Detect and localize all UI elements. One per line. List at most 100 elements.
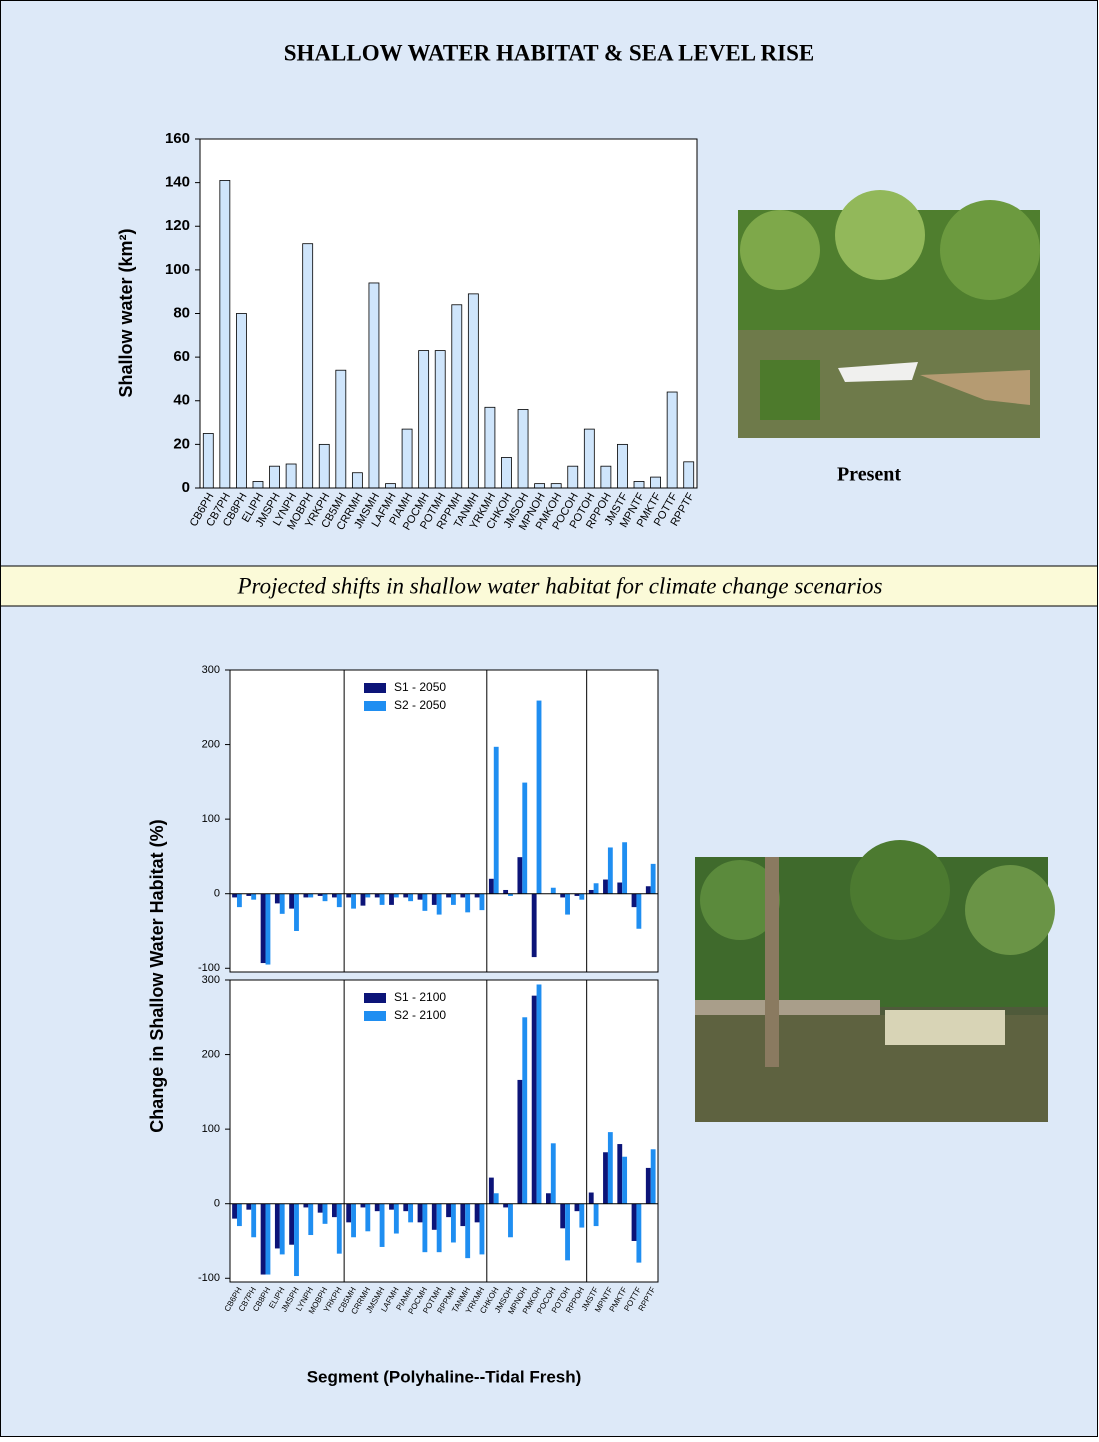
bar	[303, 1203, 309, 1208]
bar	[265, 893, 271, 965]
bar	[465, 1203, 471, 1259]
bar	[332, 893, 337, 898]
bar	[650, 1149, 656, 1204]
x-axis-title: Segment (Polyhaline--Tidal Fresh)	[307, 1367, 582, 1386]
bar	[603, 1152, 608, 1204]
bar	[379, 1203, 385, 1247]
bar	[479, 1203, 485, 1255]
legend-swatch	[364, 701, 386, 711]
bar	[579, 893, 585, 900]
bar	[269, 465, 280, 489]
bar	[418, 350, 430, 489]
bar	[374, 1203, 380, 1212]
bar	[617, 1144, 623, 1204]
bar	[274, 1203, 280, 1249]
bar	[488, 1177, 494, 1204]
y-axis-title: Change in Shallow Water Habitat (%)	[147, 819, 167, 1132]
bar	[517, 409, 529, 489]
bar	[251, 893, 257, 900]
y-axis-title: Shallow water (km²)	[116, 228, 136, 397]
bar	[508, 893, 513, 896]
bar	[302, 243, 314, 489]
bar	[645, 886, 651, 894]
bar	[503, 889, 509, 894]
bar	[493, 1193, 499, 1204]
bar	[308, 1203, 314, 1236]
bar	[666, 391, 678, 489]
bar	[393, 1203, 399, 1234]
y-tick-label: 40	[173, 392, 190, 409]
y-tick-label: 300	[202, 974, 220, 986]
bar	[588, 1192, 594, 1204]
bar	[508, 1203, 513, 1238]
bar	[588, 889, 594, 894]
plot-frame	[229, 669, 659, 973]
bar	[332, 1203, 337, 1218]
bar	[308, 893, 314, 898]
bar	[467, 293, 479, 489]
bar	[403, 893, 409, 898]
bar	[385, 483, 396, 489]
bar	[636, 1203, 642, 1263]
bar	[460, 893, 466, 898]
bar	[303, 893, 309, 898]
bar	[465, 893, 471, 913]
bar	[236, 1203, 242, 1227]
bar	[279, 1203, 285, 1255]
photo-flooded	[695, 840, 1055, 1122]
legend-label: S2 - 2100	[394, 1008, 446, 1022]
bar	[617, 882, 623, 894]
bar	[434, 350, 446, 489]
y-tick-label: 100	[165, 261, 190, 278]
y-tick-label: 100	[202, 1123, 220, 1135]
y-tick-label: -100	[198, 1272, 220, 1284]
bar	[322, 1203, 328, 1224]
bar	[550, 1143, 556, 1204]
y-tick-label: 0	[182, 479, 190, 496]
bar	[474, 1203, 480, 1223]
bar	[550, 483, 562, 489]
banner	[0, 565, 1098, 607]
bar	[451, 304, 463, 489]
bar	[650, 476, 661, 489]
bar	[560, 893, 566, 898]
bar	[417, 893, 423, 900]
bar	[522, 1017, 528, 1204]
y-tick-label: 0	[214, 888, 220, 900]
bar	[351, 1203, 356, 1238]
y-tick-label: 120	[165, 217, 190, 234]
y-tick-label: 80	[173, 304, 190, 321]
bar	[565, 893, 570, 915]
bar	[636, 893, 642, 929]
bar	[517, 857, 523, 894]
bar	[645, 1167, 651, 1204]
bar	[318, 443, 330, 489]
y-tick-label: 160	[165, 130, 190, 147]
plot-frame	[229, 979, 659, 1283]
legend-swatch	[364, 993, 386, 1003]
bar	[574, 1203, 580, 1212]
bar	[346, 1203, 352, 1223]
bar	[436, 893, 442, 915]
bar	[593, 1203, 599, 1227]
bar	[631, 1203, 637, 1241]
bar	[593, 883, 599, 894]
legend-swatch	[364, 683, 386, 693]
bar	[536, 700, 542, 894]
bar	[389, 893, 394, 905]
bar	[531, 995, 537, 1204]
bar	[607, 847, 613, 894]
bar	[622, 1156, 628, 1204]
bar	[351, 893, 356, 909]
legend-label: S1 - 2050	[394, 680, 446, 694]
bar	[579, 1203, 585, 1228]
bar	[583, 428, 595, 489]
bar	[503, 1203, 509, 1208]
bar	[202, 433, 214, 489]
bar	[574, 893, 580, 896]
bar	[246, 1203, 252, 1210]
y-tick-label: 100	[202, 813, 220, 825]
bar	[232, 893, 237, 898]
bar	[617, 443, 628, 489]
